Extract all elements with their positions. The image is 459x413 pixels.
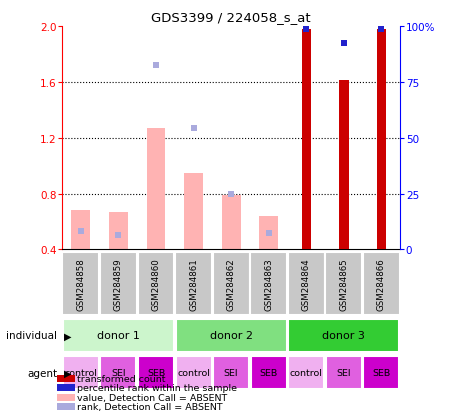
Bar: [71, 211, 90, 250]
Text: control: control: [177, 368, 210, 377]
Text: control: control: [289, 368, 322, 377]
Bar: [184, 173, 202, 250]
Text: donor 3: donor 3: [322, 330, 364, 341]
Text: SEI: SEI: [224, 368, 238, 377]
Text: SEI: SEI: [111, 368, 125, 377]
Text: agent: agent: [28, 368, 57, 378]
Text: GSM284864: GSM284864: [301, 258, 310, 310]
Text: GSM284858: GSM284858: [76, 258, 85, 310]
Bar: [146, 128, 165, 250]
Text: donor 1: donor 1: [97, 330, 140, 341]
Bar: [175, 356, 211, 389]
Bar: [301, 30, 310, 250]
Bar: [338, 81, 348, 250]
Text: control: control: [64, 368, 97, 377]
Text: SEI: SEI: [336, 368, 350, 377]
Text: GSM284859: GSM284859: [114, 258, 123, 310]
Bar: [63, 356, 99, 389]
Text: GSM284865: GSM284865: [339, 258, 347, 310]
Bar: [100, 253, 137, 315]
Text: SEB: SEB: [259, 368, 277, 377]
Bar: [221, 195, 240, 250]
Text: value, Detection Call = ABSENT: value, Detection Call = ABSENT: [77, 393, 227, 402]
Text: SEB: SEB: [371, 368, 390, 377]
Bar: [376, 30, 385, 250]
Bar: [212, 253, 249, 315]
Bar: [259, 216, 278, 250]
Bar: [213, 356, 249, 389]
Bar: [57, 375, 75, 382]
Bar: [138, 356, 174, 389]
Bar: [57, 403, 75, 410]
Text: ▶: ▶: [64, 330, 72, 341]
Text: GSM284861: GSM284861: [189, 258, 198, 310]
Text: GSM284863: GSM284863: [263, 258, 273, 310]
Bar: [175, 319, 286, 352]
Bar: [362, 253, 399, 315]
Bar: [250, 253, 286, 315]
Bar: [363, 356, 398, 389]
Title: GDS3399 / 224058_s_at: GDS3399 / 224058_s_at: [151, 11, 310, 24]
Bar: [288, 319, 398, 352]
Bar: [62, 253, 99, 315]
Bar: [175, 253, 212, 315]
Text: SEB: SEB: [146, 368, 165, 377]
Bar: [137, 253, 174, 315]
Bar: [250, 356, 286, 389]
Text: rank, Detection Call = ABSENT: rank, Detection Call = ABSENT: [77, 402, 222, 411]
Text: GSM284862: GSM284862: [226, 258, 235, 310]
Bar: [325, 356, 361, 389]
Bar: [100, 356, 136, 389]
Bar: [57, 385, 75, 392]
Text: individual: individual: [6, 330, 57, 341]
Text: percentile rank within the sample: percentile rank within the sample: [77, 383, 236, 392]
Text: GSM284860: GSM284860: [151, 258, 160, 310]
Bar: [287, 253, 324, 315]
Text: transformed count: transformed count: [77, 374, 165, 383]
Text: GSM284866: GSM284866: [376, 258, 385, 310]
Bar: [109, 212, 128, 250]
Bar: [63, 319, 174, 352]
Text: donor 2: donor 2: [209, 330, 252, 341]
Text: ▶: ▶: [64, 368, 72, 378]
Bar: [288, 356, 324, 389]
Bar: [57, 394, 75, 401]
Bar: [325, 253, 362, 315]
